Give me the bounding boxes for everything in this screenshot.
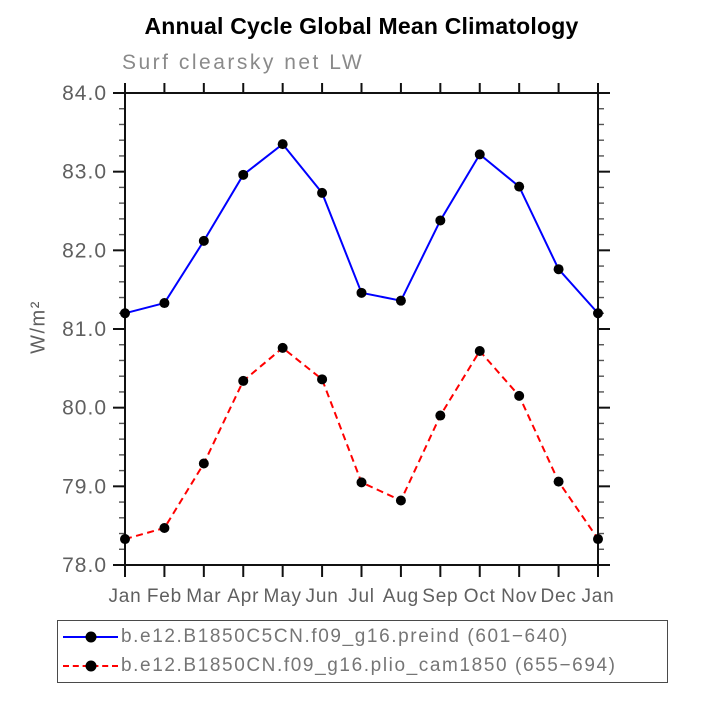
plot-area: 78.0 79.0 80.0 81.0 82.0 83.0 84.0 Jan Feb Mar Ap… [62,82,614,607]
data-point-marker [317,374,328,385]
data-point-marker [356,287,367,298]
legend-marker-dot [85,660,96,672]
legend-box: b.e12.B1850C5CN.f09_g16.preind (601−640)… [57,620,668,683]
x-tick-label: Nov [501,586,537,607]
plot-border [124,92,599,566]
y-tick-label: 82.0 [62,239,107,262]
x-tick-label: Jun [306,586,339,607]
data-point-marker [120,534,130,545]
data-point-marker [435,215,446,226]
legend-label: b.e12.B1850C5CN.f09_g16.preind (601−640) [121,626,569,648]
data-markers [120,139,603,545]
data-point-marker [514,390,525,401]
y-tick-label: 83.0 [62,161,107,184]
data-point-marker [435,410,446,421]
data-point-marker [593,308,603,319]
data-point-marker [395,495,406,506]
data-point-marker [553,476,564,487]
x-tick-label: Jan [108,586,141,607]
chart-title: Annual Cycle Global Mean Climatology [144,13,579,39]
x-tick-label: Oct [464,586,496,607]
data-point-marker [395,295,406,306]
data-point-marker [474,346,485,357]
legend-marker-dot [85,631,96,643]
data-point-marker [198,458,209,469]
series-line-1 [124,346,599,541]
axis-ticks [113,83,610,577]
x-tick-label: Feb [147,586,182,607]
x-tick-label: Mar [186,586,221,607]
x-tick-label: Dec [540,586,576,607]
data-point-marker [356,477,367,488]
plot-frame [124,92,599,566]
data-point-marker [317,187,328,198]
data-point-marker [120,308,130,319]
y-tick-label: 80.0 [62,397,107,420]
data-point-marker [514,181,525,192]
legend-item-plio: b.e12.B1850CN.f09_g16.plio_cam1850 (655−… [63,652,667,680]
x-tick-label: Apr [227,586,259,607]
data-point-marker [553,264,564,275]
x-tick-label: Jul [348,586,375,607]
y-tick-label: 84.0 [62,82,107,105]
legend-label: b.e12.B1850CN.f09_g16.plio_cam1850 (655−… [121,654,617,676]
chart-subtitle: Surf clearsky net LW [122,51,365,74]
data-point-marker [238,375,249,386]
data-point-marker [159,523,170,534]
data-point-marker [593,534,603,545]
legend-item-preind: b.e12.B1850C5CN.f09_g16.preind (601−640) [63,623,667,651]
data-point-marker [277,342,288,353]
legend-line-sample-solid [63,631,118,643]
y-tick-labels: 78.0 79.0 80.0 81.0 82.0 83.0 84.0 [62,82,107,577]
x-tick-label: Jan [581,586,614,607]
y-tick-label: 79.0 [62,475,107,498]
data-point-marker [277,139,288,150]
x-tick-labels: Jan Feb Mar Apr May Jun Jul Aug Sep Oct Nov Dec Jan [108,586,614,607]
x-tick-label: Aug [383,586,419,607]
data-point-marker [159,298,170,309]
legend-line-sample-dashed [63,660,118,672]
y-tick-label: 81.0 [62,318,107,341]
x-tick-label: Sep [422,586,458,607]
y-tick-label: 78.0 [62,554,107,577]
data-point-marker [198,235,209,246]
data-point-marker [474,149,485,160]
data-point-marker [238,169,249,180]
x-tick-label: May [264,586,302,607]
